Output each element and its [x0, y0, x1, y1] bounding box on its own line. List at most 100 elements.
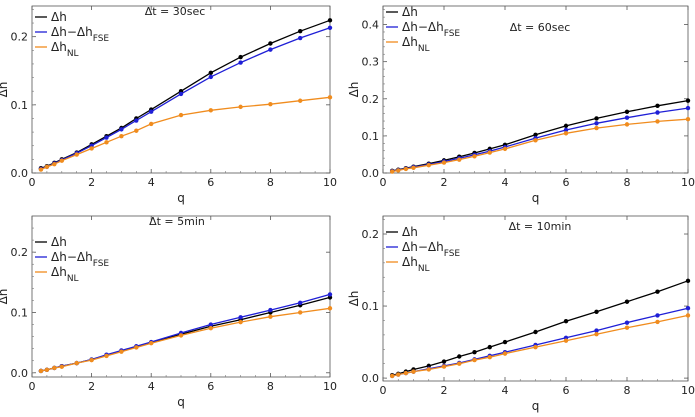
legend-label-3: ΔhNL [51, 40, 79, 59]
data-point [411, 165, 416, 171]
data-point [426, 163, 431, 168]
data-point [268, 47, 273, 52]
data-point [268, 307, 273, 313]
series-line-3 [391, 118, 689, 173]
legend-label-2: Δh−ΔhFSE [51, 25, 109, 44]
data-point [238, 319, 243, 325]
legend-label-3: ΔhNL [402, 35, 430, 54]
data-point [149, 341, 154, 346]
y-tick-label: 0.0 [11, 367, 29, 380]
data-point [238, 60, 243, 65]
data-point [655, 319, 660, 325]
data-point [104, 140, 109, 145]
data-point [298, 35, 303, 41]
data-point [44, 164, 50, 170]
data-point [472, 357, 477, 363]
data-point [298, 300, 303, 306]
data-point [457, 354, 462, 359]
data-point [655, 119, 660, 124]
data-point [502, 351, 508, 356]
x-tick-label: 0 [380, 176, 387, 189]
data-point [52, 161, 57, 167]
legend-label-1: Δh [402, 225, 418, 239]
data-point [389, 373, 395, 379]
data-point [533, 138, 538, 143]
data-point [685, 105, 691, 111]
data-point [685, 98, 691, 103]
data-point [594, 116, 599, 121]
data-point [327, 25, 333, 31]
data-point [487, 150, 492, 155]
data-point [624, 122, 630, 127]
data-point [149, 109, 154, 114]
data-point [594, 331, 599, 337]
data-point [563, 127, 569, 133]
legend-label-3: ΔhNL [402, 255, 430, 274]
data-point [655, 289, 660, 294]
data-point [655, 313, 660, 318]
x-tick-label: 8 [624, 384, 631, 397]
data-point [487, 344, 492, 350]
data-point [533, 329, 538, 335]
time-step-annotation: Δt = 30sec [145, 5, 206, 18]
data-point [624, 320, 630, 325]
y-axis-label: Δh [0, 289, 10, 305]
data-point [89, 357, 94, 363]
legend-label-1: Δh [402, 5, 418, 19]
data-point [74, 152, 79, 157]
legend-label-3: ΔhNL [51, 265, 79, 284]
y-tick-label: 0.0 [11, 167, 29, 180]
data-point [441, 359, 447, 364]
data-point [178, 91, 184, 97]
data-point [472, 349, 477, 355]
data-point [403, 370, 409, 376]
x-axis-label: q [532, 191, 540, 205]
data-point [563, 318, 569, 324]
data-point [52, 365, 57, 371]
data-point [134, 345, 139, 350]
data-point [685, 278, 691, 284]
data-point [533, 132, 538, 137]
data-point [389, 169, 395, 174]
data-point [59, 364, 64, 369]
data-point [396, 168, 401, 173]
data-point [327, 292, 333, 297]
x-tick-label: 4 [502, 384, 509, 397]
y-axis-label: Δh [347, 82, 361, 98]
time-step-annotation: Δt = 5min [149, 215, 205, 228]
x-tick-label: 2 [88, 380, 95, 393]
y-axis-label: Δh [347, 291, 361, 307]
data-point [119, 127, 124, 132]
data-point [411, 369, 416, 374]
data-point [655, 110, 660, 115]
data-point [298, 98, 303, 103]
x-tick-label: 8 [267, 176, 274, 189]
data-point [441, 160, 447, 165]
data-point [594, 125, 599, 131]
data-point [298, 310, 303, 315]
data-point [594, 309, 599, 315]
y-tick-label: 0.2 [362, 93, 380, 106]
time-step-annotation: Δt = 10min [509, 220, 572, 233]
x-tick-label: 0 [380, 384, 387, 397]
legend-label-1: Δh [51, 10, 67, 24]
x-tick-label: 2 [441, 176, 448, 189]
x-axis-label: q [532, 399, 540, 413]
legend-label-2: Δh−ΔhFSE [402, 240, 460, 259]
data-point [89, 146, 94, 151]
series-line-1 [391, 280, 689, 376]
y-tick-label: 0.3 [362, 56, 380, 69]
data-point [298, 29, 303, 34]
x-tick-label: 2 [441, 384, 448, 397]
x-tick-label: 6 [207, 176, 214, 189]
y-tick-label: 0.0 [362, 167, 380, 180]
x-tick-label: 10 [681, 176, 695, 189]
x-tick-label: 0 [29, 176, 36, 189]
data-point [457, 157, 462, 162]
x-tick-label: 4 [148, 380, 155, 393]
data-point [624, 325, 630, 330]
